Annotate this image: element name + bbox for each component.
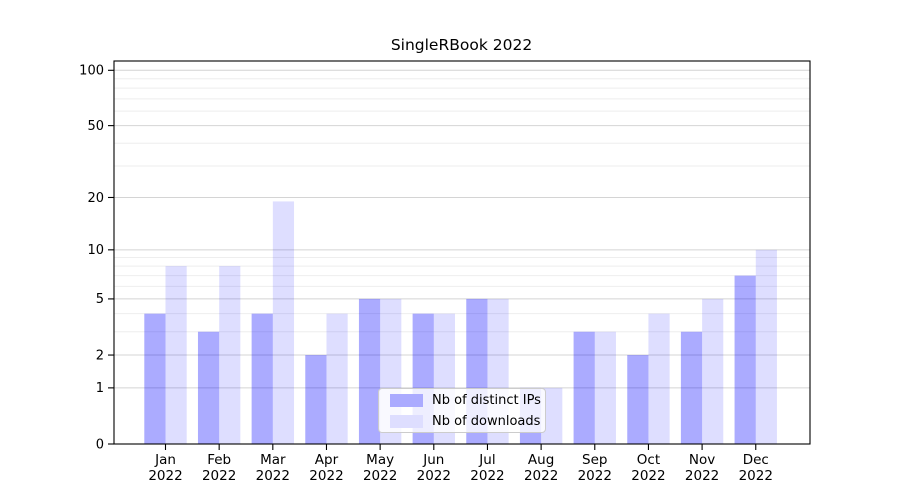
legend-item-downloads: Nb of downloads [390,414,545,429]
x-tick-label: Oct 2022 [631,452,665,484]
y-tick-label: 20 [87,191,104,206]
x-tick-label: Mar 2022 [256,452,290,484]
y-tick-label: 1 [96,381,104,396]
bar-downloads-Apr [326,313,348,444]
y-tick-label: 100 [79,64,104,79]
legend-swatch-downloads [390,414,423,428]
bar-downloads-Oct [648,313,670,444]
legend-label-distinct-ips: Nb of distinct IPs [432,392,541,408]
x-tick-label: Feb 2022 [202,452,236,484]
y-tick-label: 5 [96,292,104,307]
x-tick-label: Jun 2022 [417,452,451,484]
legend-item-distinct-ips: Nb of distinct IPs [390,393,545,408]
bar-downloads-Nov [702,298,724,444]
bar-downloads-Jan [165,266,187,444]
chart-title: SingleRBook 2022 [390,36,533,54]
bar-distinct-ips-Oct [627,355,649,444]
bar-distinct-ips-Nov [680,331,703,444]
y-tick-label: 0 [96,437,104,452]
bar-distinct-ips-Apr [305,355,327,444]
bar-distinct-ips-Mar [251,313,273,444]
bar-distinct-ips-May [358,298,381,444]
bar-distinct-ips-Dec [734,275,756,444]
bar-downloads-Sep [594,331,616,444]
x-tick-label: Jul 2022 [470,452,504,484]
y-tick-label: 2 [96,348,104,363]
legend: Nb of distinct IPs Nb of downloads [378,388,546,433]
x-tick-label: Nov 2022 [685,452,719,484]
y-tick-label: 50 [87,119,104,134]
bar-distinct-ips-Feb [197,331,220,444]
x-tick-label: Dec 2022 [739,452,773,484]
bar-downloads-Mar [272,201,295,444]
x-tick-label: May 2022 [363,452,397,484]
legend-swatch-distinct-ips [390,393,423,407]
bar-distinct-ips-Sep [573,331,595,444]
x-tick-label: Sep 2022 [578,452,612,484]
bar-downloads-Aug [541,387,563,444]
bar-downloads-Dec [755,249,777,444]
x-tick-label: Jan 2022 [148,452,182,484]
y-tick-label: 10 [87,243,104,258]
x-tick-label: Apr 2022 [309,452,343,484]
plot-frame [113,60,811,445]
x-tick-label: Aug 2022 [524,452,558,484]
bar-distinct-ips-Jan [144,313,166,444]
legend-label-downloads: Nb of downloads [432,413,541,429]
bar-downloads-Feb [219,266,241,444]
